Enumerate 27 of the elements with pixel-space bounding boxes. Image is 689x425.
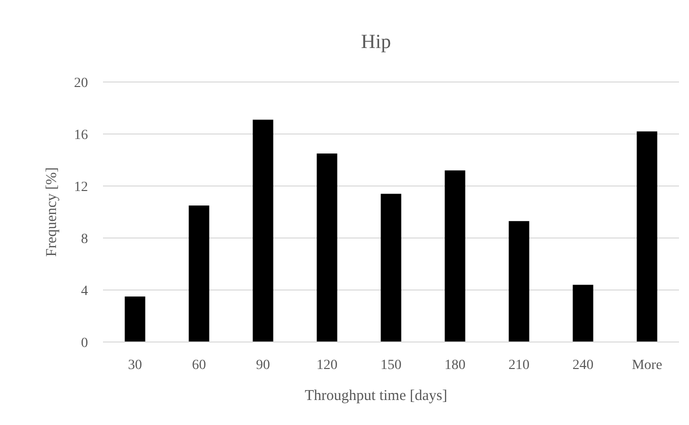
- bar: [508, 221, 530, 342]
- bar: [444, 170, 466, 342]
- x-tick-label: 30: [128, 358, 142, 373]
- y-tick-label: 4: [81, 284, 88, 299]
- x-tick-label: 150: [380, 358, 402, 373]
- chart-title: Hip: [361, 31, 391, 53]
- x-tick-label: 60: [192, 358, 206, 373]
- bar: [252, 120, 274, 342]
- x-tick-label: 120: [316, 358, 338, 373]
- x-tick-label: 180: [444, 358, 466, 373]
- y-tick-label: 12: [74, 180, 88, 195]
- bar: [572, 284, 594, 342]
- y-tick-label: 8: [81, 232, 88, 247]
- bar: [380, 194, 402, 342]
- x-tick-label: More: [632, 358, 662, 373]
- x-tick-label: 240: [572, 358, 594, 373]
- y-tick-label: 16: [74, 128, 88, 143]
- x-axis-title: Throughput time [days]: [304, 388, 448, 404]
- x-tick-label: 210: [508, 358, 530, 373]
- bar: [188, 206, 210, 342]
- y-tick-label: 20: [74, 76, 88, 91]
- bar: [124, 296, 146, 342]
- bar: [316, 154, 338, 342]
- y-axis-title: Frequency [%]: [44, 167, 60, 257]
- x-tick-label: 90: [256, 358, 270, 373]
- y-tick-label: 0: [81, 336, 88, 351]
- bar: [636, 131, 658, 342]
